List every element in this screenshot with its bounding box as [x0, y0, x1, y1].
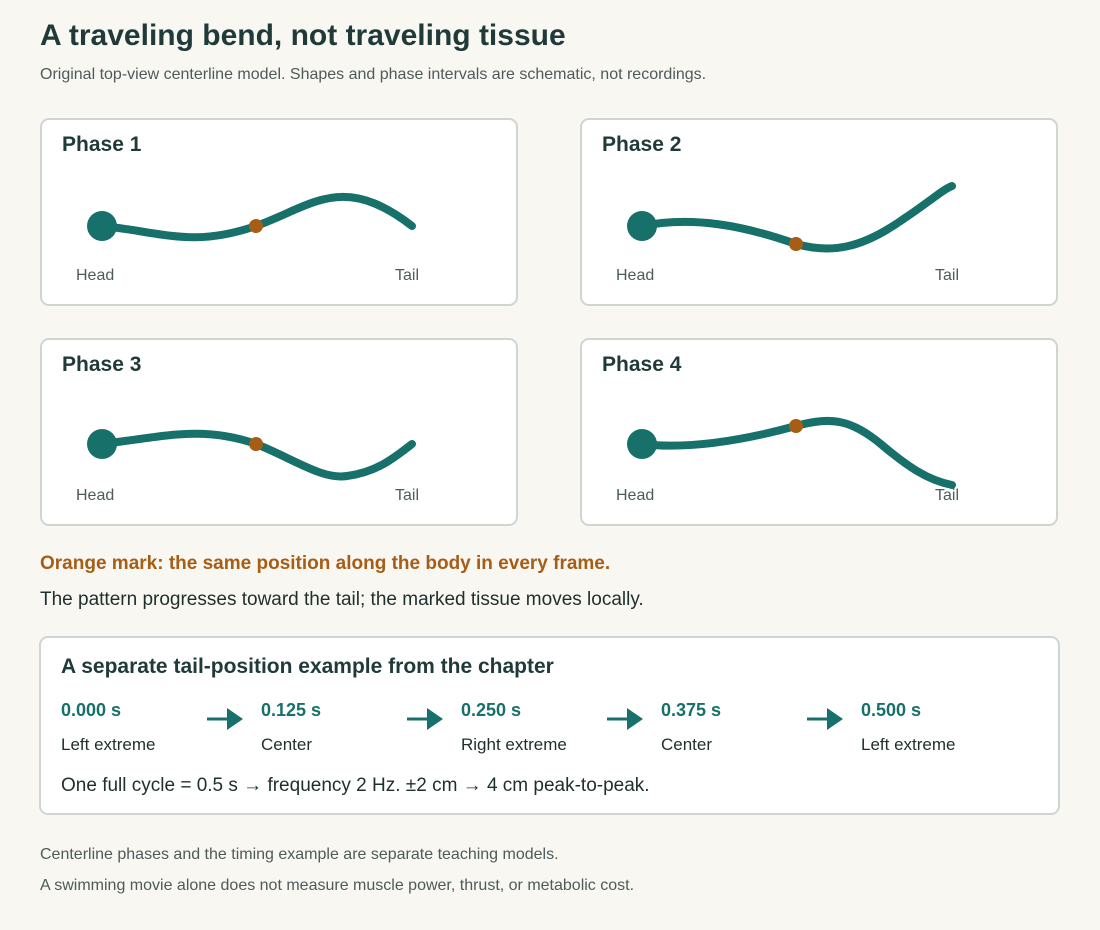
phase-title: Phase 2: [602, 133, 682, 156]
timing-step: 0.000 s Left extreme: [61, 700, 156, 755]
phase-panel-2: Phase 2 Head Tail: [580, 118, 1058, 306]
step-time: 0.375 s: [661, 700, 722, 720]
arrow-right-icon: [207, 708, 243, 730]
head-dot: [627, 211, 657, 241]
timing-title: A separate tail-position example from th…: [61, 655, 554, 678]
phase-title: Phase 1: [62, 133, 142, 156]
step-time: 0.125 s: [261, 700, 322, 720]
timing-step: 0.375 s Center: [661, 700, 721, 755]
head-label: Head: [76, 267, 115, 284]
step-label: Center: [661, 735, 713, 754]
phase-title: Phase 4: [602, 353, 682, 376]
timing-step: 0.250 s Right extreme: [461, 700, 567, 755]
step-time: 0.250 s: [461, 700, 522, 720]
timing-summary: One full cycle = 0.5 s → frequency 2 Hz.…: [61, 775, 650, 796]
arrow-right-icon: [807, 708, 843, 730]
centerline-diagram: [87, 429, 416, 481]
tail-label: Tail: [395, 267, 420, 284]
head-label: Head: [616, 487, 655, 504]
timing-panel: A separate tail-position example from th…: [39, 636, 1060, 815]
step-label: Right extreme: [461, 735, 567, 754]
phase-title: Phase 3: [62, 353, 142, 376]
centerline-diagram: [627, 416, 956, 489]
timing-step: 0.125 s Center: [261, 700, 321, 755]
page-title: A traveling bend, not traveling tissue: [40, 19, 566, 52]
head-dot: [87, 429, 117, 459]
marker-dot: [789, 237, 803, 251]
tail-label: Tail: [935, 487, 960, 504]
step-label: Left extreme: [861, 735, 956, 754]
centerline-diagram: [627, 182, 956, 253]
marker-dot: [789, 419, 803, 433]
step-time: 0.000 s: [61, 700, 122, 720]
step-time: 0.500 s: [861, 700, 922, 720]
marker-note: Orange mark: the same position along the…: [40, 553, 611, 574]
centerline-diagram: [87, 193, 416, 242]
arrow-right-icon: [607, 708, 643, 730]
phase-panel-3: Phase 3 Head Tail: [40, 338, 518, 526]
timing-step: 0.500 s Left extreme: [861, 700, 956, 755]
head-dot: [627, 429, 657, 459]
phase-panel-4: Phase 4 Head Tail: [580, 338, 1058, 526]
arrow-right-icon: [407, 708, 443, 730]
step-label: Center: [261, 735, 313, 754]
page-subtitle: Original top-view centerline model. Shap…: [40, 66, 707, 83]
progress-note: The pattern progresses toward the tail; …: [40, 589, 644, 610]
step-label: Left extreme: [61, 735, 156, 754]
footer-note: Centerline phases and the timing example…: [40, 846, 559, 863]
footer-note: A swimming movie alone does not measure …: [40, 877, 635, 894]
body-centerline: [638, 416, 956, 489]
body-centerline: [98, 429, 416, 481]
tail-label: Tail: [935, 267, 960, 284]
tail-label: Tail: [395, 487, 420, 504]
marker-dot: [249, 219, 263, 233]
head-dot: [87, 211, 117, 241]
marker-dot: [249, 437, 263, 451]
phase-panel-1: Phase 1 Head Tail: [40, 118, 518, 306]
body-centerline: [638, 182, 956, 253]
head-label: Head: [616, 267, 655, 284]
head-label: Head: [76, 487, 115, 504]
